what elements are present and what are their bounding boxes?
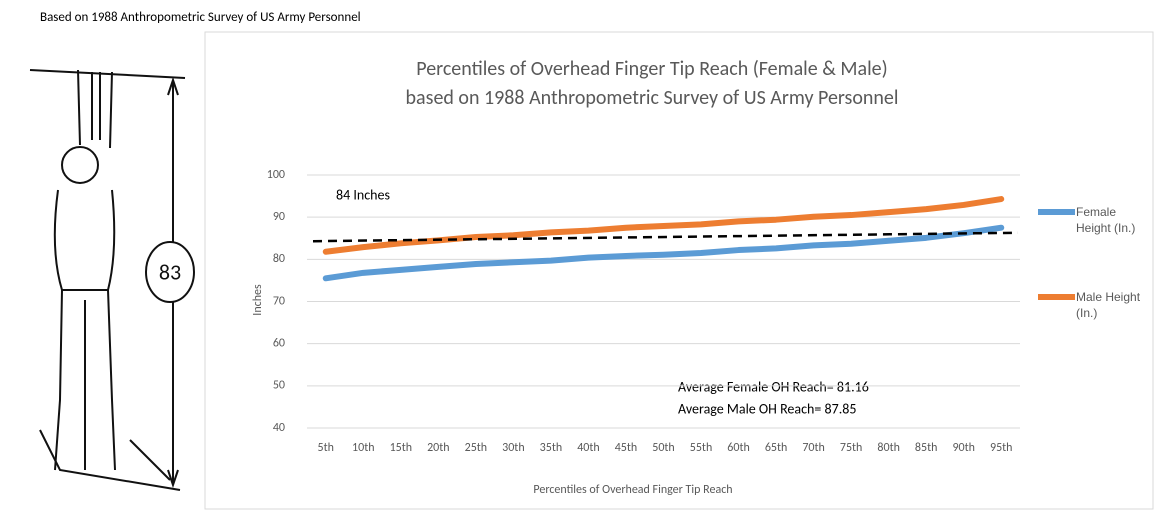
legend-entry: Male Height (In.) [1076, 290, 1141, 320]
y-tick-label: 40 [273, 421, 285, 435]
chart-frame [204, 31, 1154, 510]
reference-label: 84 Inches [336, 186, 390, 203]
x-tick-label: 75th [840, 441, 863, 455]
series-line [322, 224, 1005, 282]
x-tick-label: 60th [727, 441, 750, 455]
legend-entry: Female Height (In.) [1076, 205, 1136, 235]
x-tick-label: 70th [802, 441, 825, 455]
x-tick-label: 15th [390, 441, 413, 455]
x-tick-label: 90th [952, 441, 975, 455]
y-tick-label: 60 [273, 337, 285, 351]
y-tick-label: 100 [267, 168, 285, 182]
x-tick-label: 65th [765, 441, 788, 455]
chart-title: Percentiles of Overhead Finger Tip Reach… [416, 57, 887, 81]
legend-label: Male Height (In.) [1076, 290, 1141, 320]
y-axis-label: Inches [251, 284, 265, 316]
x-tick-label: 5th [318, 441, 334, 455]
x-tick-label: 45th [615, 441, 638, 455]
x-axis-label: Percentiles of Overhead Finger Tip Reach [533, 483, 732, 497]
series-line [322, 196, 1005, 255]
caption: Based on 1988 Anthropometric Survey of U… [40, 10, 361, 25]
x-tick-label: 55th [690, 441, 713, 455]
x-tick-label: 40th [577, 441, 600, 455]
x-tick-label: 30th [502, 441, 525, 455]
illustration [29, 69, 195, 491]
y-tick-label: 90 [273, 210, 285, 224]
x-tick-label: 95th [990, 441, 1013, 455]
x-tick-label: 25th [465, 441, 488, 455]
y-tick-label: 80 [273, 252, 285, 266]
y-tick-label: 50 [273, 379, 285, 393]
x-tick-label: 85th [915, 441, 938, 455]
annotation: Average Male OH Reach= 87.85 [678, 400, 856, 417]
legend-label: Female Height (In.) [1076, 205, 1136, 235]
annotation: Average Female OH Reach= 81.16 [678, 378, 869, 395]
y-tick-label: 70 [273, 294, 285, 308]
chart-title: based on 1988 Anthropometric Survey of U… [406, 86, 899, 110]
reference-line [312, 231, 1019, 243]
x-tick-label: 35th [540, 441, 563, 455]
x-tick-label: 20th [427, 441, 450, 455]
x-tick-label: 50th [652, 441, 675, 455]
figure-label: 83 [159, 258, 181, 285]
x-tick-label: 80th [877, 441, 900, 455]
x-tick-label: 10th [352, 441, 375, 455]
